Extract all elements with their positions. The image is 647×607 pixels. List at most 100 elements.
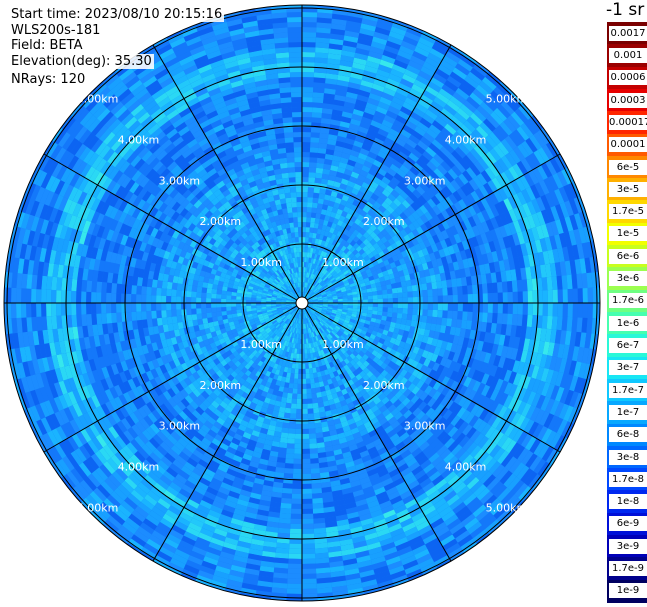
range-gate-cell [512,462,526,477]
range-gate-cell [123,403,134,416]
range-gate-cell [158,373,167,384]
range-gate-cell [293,338,297,344]
range-gate-cell [287,438,295,444]
range-gate-cell [449,391,459,402]
range-gate-cell [462,337,470,348]
range-gate-cell [359,428,369,437]
range-gate-cell [569,391,579,408]
range-gate-cell [150,467,163,479]
range-gate-cell [455,432,466,445]
range-gate-cell [300,313,302,319]
range-gate-cell [361,522,375,531]
range-gate-cell [116,303,122,313]
range-gate-cell [276,317,281,322]
range-gate-cell [154,502,169,514]
range-gate-cell [247,328,254,334]
range-gate-cell [97,418,109,432]
range-gate-cell [71,278,78,292]
range-gate-cell [308,433,317,439]
range-gate-cell [183,385,193,395]
range-gate-cell [97,270,104,282]
range-gate-cell [191,297,197,303]
range-gate-cell [317,452,327,459]
range-gate-cell [554,435,566,451]
range-gate-cell [131,285,137,295]
range-gate-cell [329,344,335,350]
range-gate-cell [178,540,194,551]
range-gate-cell [224,385,233,394]
range-gate-cell [436,445,448,457]
range-gate-cell [274,347,279,353]
range-gate-cell [183,564,200,575]
range-gate-cell [447,351,456,361]
range-gate-cell [533,441,546,457]
range-gate-cell [283,412,291,419]
range-gate-cell [258,570,274,578]
range-gate-cell [200,346,208,354]
range-gate-cell [160,456,173,467]
range-gate-cell [204,363,213,372]
range-gate-cell [312,341,317,348]
range-gate-cell [372,482,384,491]
range-gate-cell [31,316,38,332]
range-gate-cell [322,342,328,349]
range-gate-cell [71,486,86,502]
range-gate-cell [285,319,290,325]
range-gate-cell [162,381,172,391]
range-gate-cell [320,320,326,325]
range-gate-cell [66,278,73,291]
range-gate-cell [473,484,487,497]
range-gate-cell [219,551,235,560]
range-gate-cell [492,303,498,314]
range-gate-cell [37,261,45,276]
range-gate-cell [256,437,266,445]
range-gate-cell [375,442,385,451]
range-gate-cell [213,527,228,537]
range-gate-cell [493,505,508,520]
range-gate-cell [290,508,302,514]
range-gate-cell [446,412,457,424]
range-gate-cell [294,317,298,323]
range-gate-cell [333,448,343,456]
range-gate-cell [145,440,157,453]
range-gate-cell [233,476,245,485]
range-gate-cell [340,348,347,355]
range-gate-cell [354,330,361,336]
range-gate-cell [274,314,280,319]
range-gate-cell [291,337,295,344]
range-gate-cell [280,432,289,439]
range-gate-cell [454,382,464,394]
range-gate-cell [471,391,482,404]
range-gate-cell [206,287,213,294]
range-gate-cell [307,413,315,419]
range-gate-cell [348,372,356,380]
range-gate-cell [336,390,344,398]
range-gate-cell [274,336,280,342]
range-gate-cell [375,425,385,434]
range-gate-cell [187,374,197,383]
range-gate-cell [441,467,454,479]
range-gate-cell [248,353,255,360]
range-gate-cell [166,288,172,297]
range-gate-cell [204,551,220,561]
range-gate-cell [133,328,140,339]
range-gate-cell [490,388,500,402]
range-gate-cell [437,373,446,384]
range-gate-cell [216,446,227,456]
range-gate-cell [242,287,248,292]
range-gate-cell [443,490,457,503]
range-gate-cell [240,324,247,330]
range-gate-cell [503,335,511,347]
range-gate-cell [355,317,361,322]
range-gate-cell [400,467,412,478]
range-gate-cell [282,308,288,312]
range-gate-cell [258,575,274,583]
range-gate-cell [77,267,84,280]
range-gate-cell [345,577,362,586]
range-gate-cell [71,303,77,316]
range-gate-cell [291,305,297,308]
range-gate-cell [234,374,242,382]
range-gate-cell [179,379,188,389]
range-gate-cell [552,417,564,433]
range-gate-cell [109,386,119,399]
